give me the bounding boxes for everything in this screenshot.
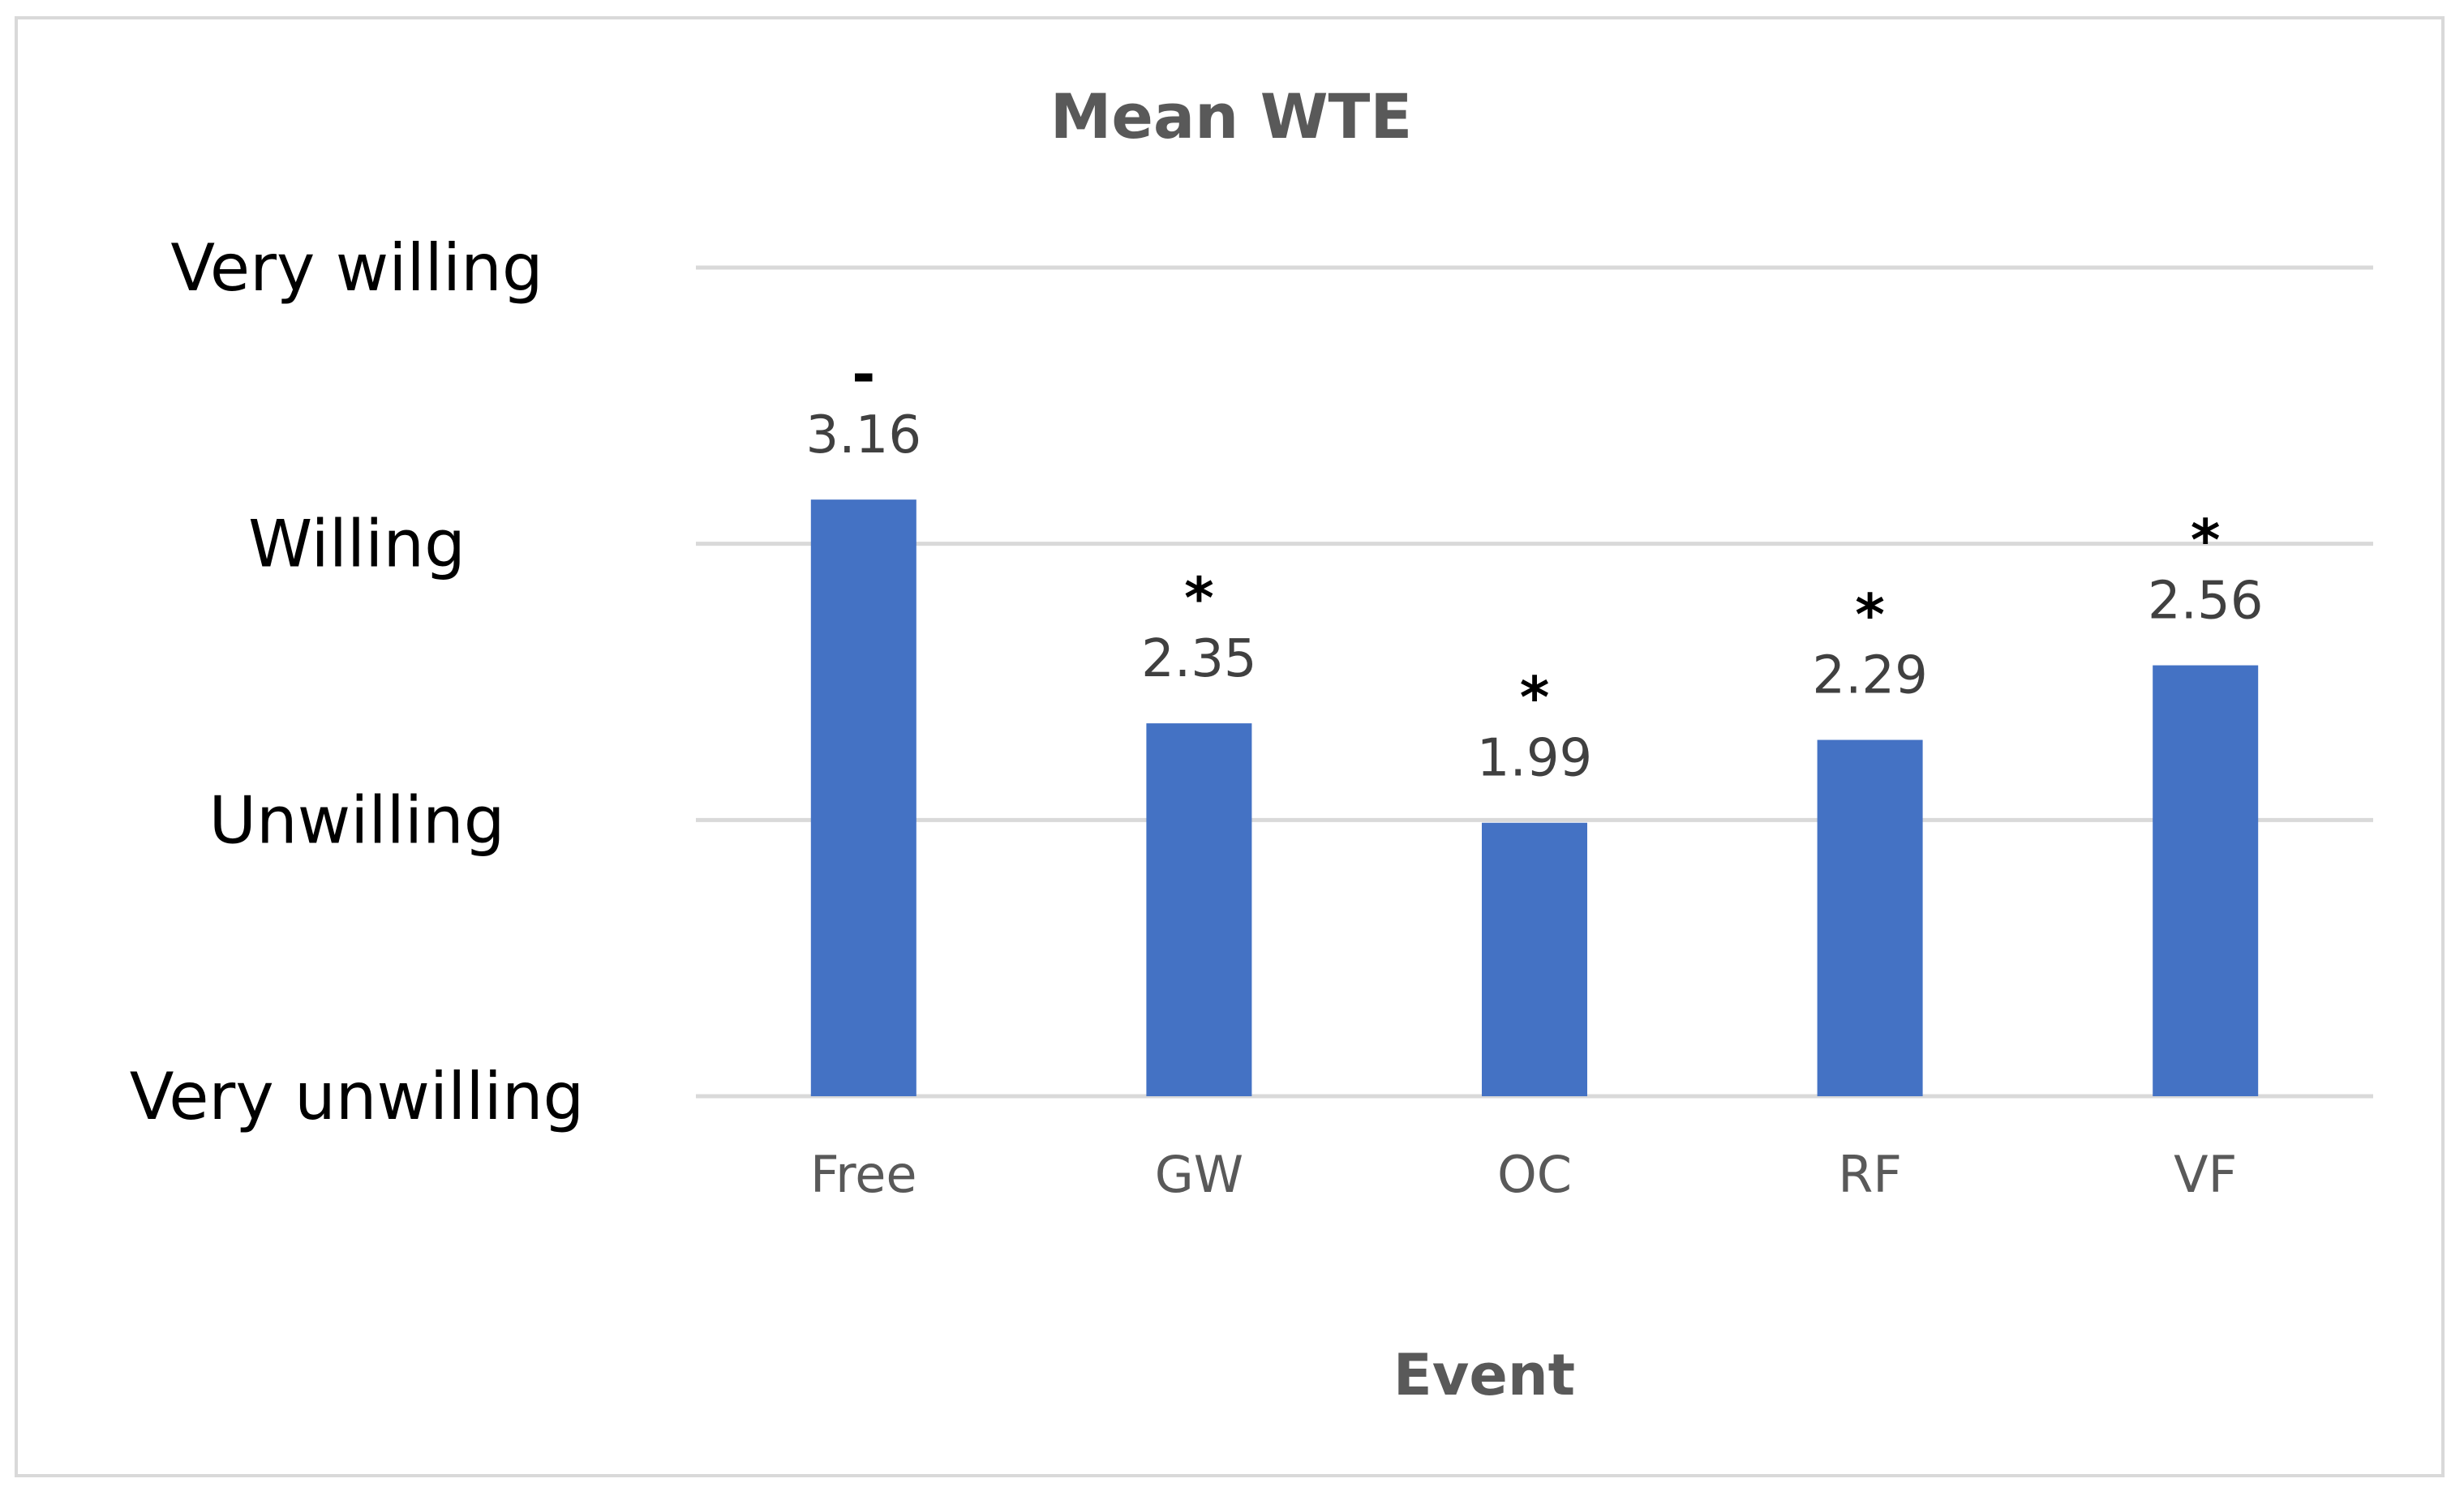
bars [810, 499, 2259, 1096]
bar-vf [2153, 665, 2259, 1096]
x-axis-tick-labels: Free GW OC RF VF [810, 1145, 2237, 1204]
significance-marker: * [1855, 582, 1885, 649]
chart-title: Mean WTE [1050, 80, 1413, 152]
y-axis-tick-labels: Very unwilling Unwilling Willing Very willi… [130, 230, 585, 1134]
x-tick-label: Free [810, 1145, 917, 1204]
data-label: 1.99 [1477, 729, 1593, 789]
x-tick-label: GW [1155, 1145, 1243, 1204]
y-tick-label: Very unwilling [130, 1059, 585, 1134]
significance-marker: - [852, 341, 875, 408]
data-label: 2.29 [1812, 646, 1928, 706]
x-tick-label: VF [2174, 1145, 2237, 1204]
bar-gw [1146, 723, 1252, 1096]
data-labels: 3.16-2.35*1.99* 2.29* 2.56* [806, 341, 2264, 789]
bar-free [810, 499, 916, 1096]
data-label: 2.35 [1141, 629, 1257, 689]
bar-oc [1482, 822, 1587, 1096]
data-label: 3.16 [806, 405, 922, 465]
data-label: 2.56 [2148, 572, 2264, 632]
y-tick-label: Very willing [170, 230, 543, 306]
x-axis-title: Event [1393, 1342, 1575, 1408]
y-tick-label: Willing [248, 507, 466, 582]
y-tick-label: Unwilling [208, 782, 504, 858]
x-tick-label: RF [1838, 1145, 1902, 1204]
x-tick-label: OC [1497, 1145, 1572, 1204]
bar-rf [1817, 739, 1923, 1096]
significance-marker: * [1184, 565, 1214, 632]
significance-marker: * [2191, 508, 2221, 574]
significance-marker: * [1520, 665, 1550, 731]
